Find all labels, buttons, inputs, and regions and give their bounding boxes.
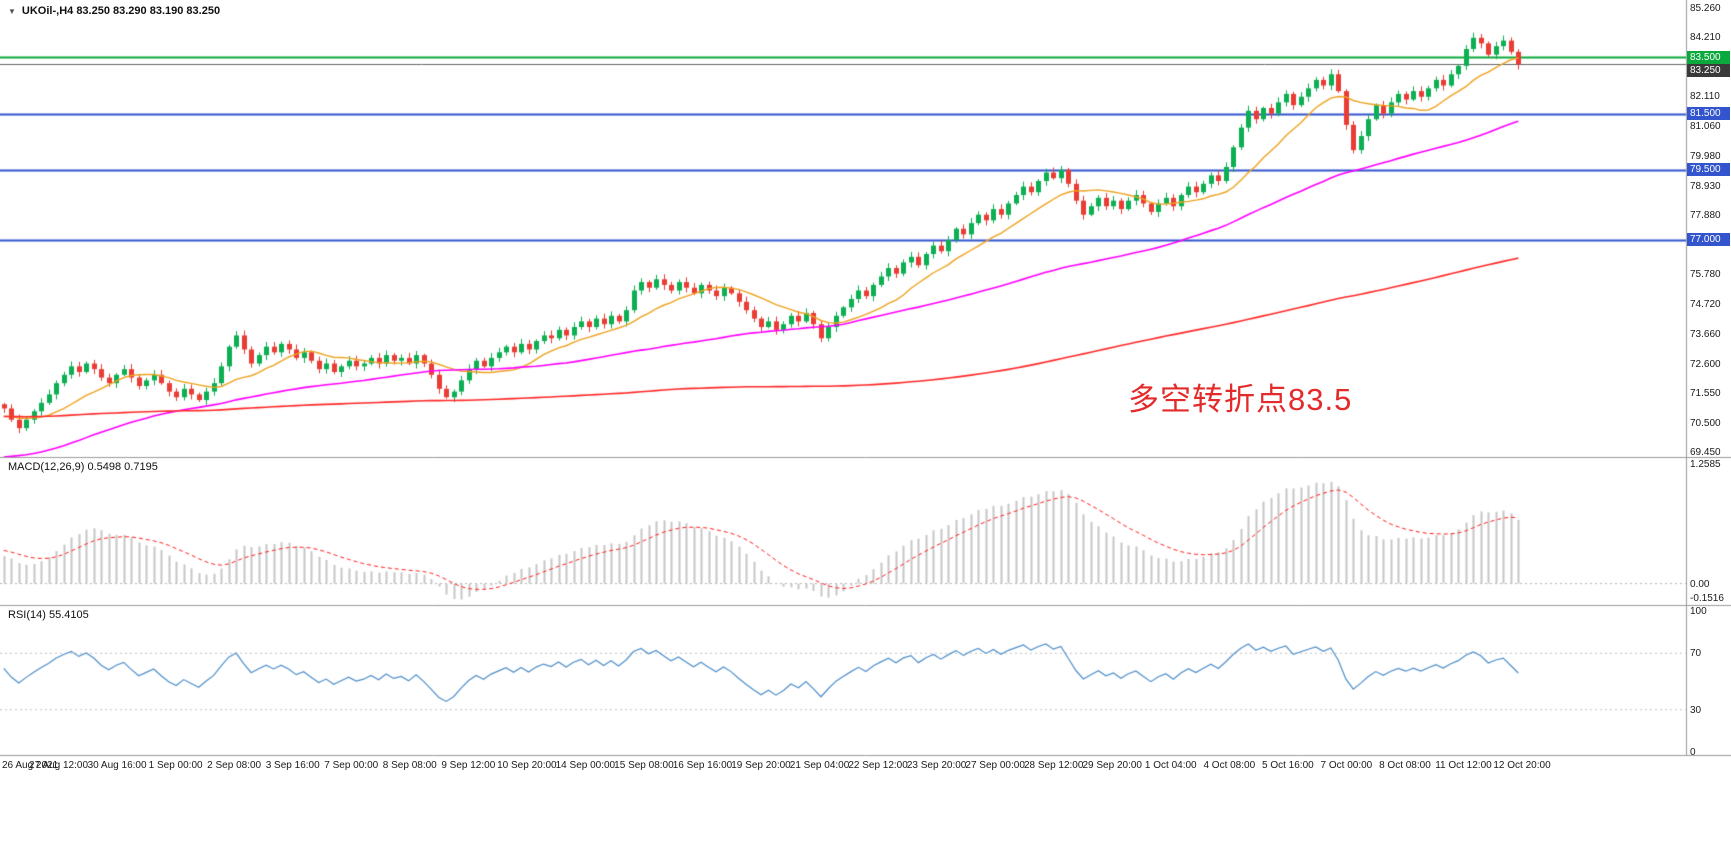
symbol-info-text: UKOil-,H4 83.250 83.290 83.190 83.250 — [21, 5, 221, 17]
macd-indicator-label: MACD(12,26,9) 0.5498 0.7195 — [8, 461, 158, 473]
rsi-indicator-label: RSI(14) 55.4105 — [8, 609, 89, 621]
chevron-down-icon[interactable]: ▼ — [8, 6, 16, 16]
symbol-title: ▼ UKOil-,H4 83.250 83.290 83.190 83.250 — [8, 5, 220, 17]
chart-annotation-text: 多空转折点83.5 — [1128, 382, 1353, 417]
